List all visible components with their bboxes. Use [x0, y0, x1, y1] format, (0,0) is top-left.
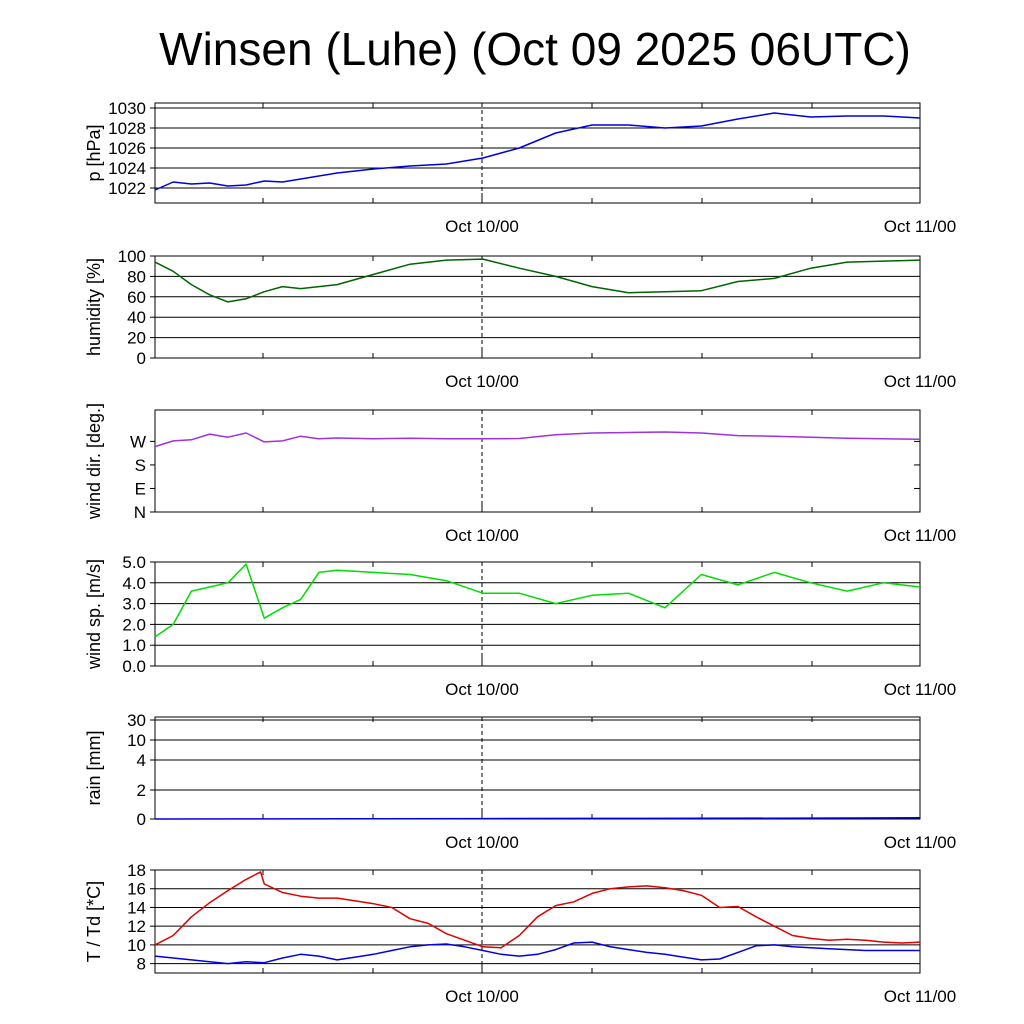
panel-frame: [154, 561, 921, 667]
y-tick-label: 1026: [108, 139, 146, 158]
series-line: [154, 563, 921, 638]
y-tick-label: 18: [127, 861, 146, 880]
x-tick-label: Oct 10/00: [445, 680, 519, 699]
x-tick-label: Oct 10/00: [445, 217, 519, 236]
chart-title: Winsen (Luhe) (Oct 09 2025 06UTC): [159, 23, 911, 75]
panel-frame: [154, 102, 921, 204]
y-tick-label: 2.0: [122, 615, 146, 634]
y-tick-label: 30: [127, 711, 146, 730]
panel-frame: [154, 716, 921, 820]
y-tick-label: 5.0: [122, 553, 146, 572]
y-tick-label: 4: [137, 751, 146, 770]
y-tick-label: 8: [137, 955, 146, 974]
y-tick-label: 20: [127, 329, 146, 348]
y-tick-label: 16: [127, 880, 146, 899]
x-tick-label: Oct 11/00: [884, 833, 956, 852]
y-tick-label: 0: [137, 349, 146, 368]
y-tick-label: 2: [137, 781, 146, 800]
series-line: [154, 258, 921, 303]
series-line: [154, 431, 921, 448]
y-tick-label: 12: [127, 917, 146, 936]
y-tick-label: S: [135, 456, 146, 475]
panel-frame: [154, 255, 921, 359]
series-line: [154, 871, 921, 949]
series-line: [154, 941, 920, 965]
y-tick-label: 1022: [108, 179, 146, 198]
y-tick-label: 40: [127, 308, 146, 327]
y-axis-label: T / Td [*C]: [84, 881, 104, 962]
y-tick-label: 0: [137, 810, 146, 829]
y-tick-label: 10: [127, 731, 146, 750]
x-tick-label: Oct 10/00: [445, 987, 519, 1006]
y-tick-label: W: [130, 432, 146, 451]
y-tick-label: 1.0: [122, 636, 146, 655]
y-tick-label: 4.0: [122, 574, 146, 593]
y-tick-label: N: [134, 503, 146, 522]
y-axis-label: wind sp. [m/s]: [84, 559, 104, 670]
y-axis-label: rain [mm]: [84, 730, 104, 805]
x-tick-label: Oct 10/00: [445, 833, 519, 852]
series-line: [154, 112, 921, 191]
x-tick-label: Oct 11/00: [884, 526, 956, 545]
y-axis-label: wind dir. [deg.]: [84, 403, 104, 520]
y-tick-label: E: [135, 479, 146, 498]
y-axis-label: humidity [%]: [84, 258, 104, 356]
x-tick-label: Oct 11/00: [884, 680, 956, 699]
y-tick-label: 60: [127, 288, 146, 307]
y-tick-label: 0.0: [122, 657, 146, 676]
x-tick-label: Oct 11/00: [884, 372, 956, 391]
series-line: [154, 817, 921, 820]
y-axis-label: p [hPa]: [84, 124, 104, 181]
y-tick-label: 14: [127, 898, 146, 917]
x-tick-label: Oct 10/00: [445, 372, 519, 391]
y-tick-label: 1028: [108, 119, 146, 138]
y-tick-label: 80: [127, 267, 146, 286]
y-tick-label: 1024: [108, 159, 146, 178]
y-tick-label: 10: [127, 936, 146, 955]
y-tick-label: 100: [118, 247, 146, 266]
x-tick-label: Oct 11/00: [884, 217, 956, 236]
y-tick-label: 1030: [108, 99, 146, 118]
y-tick-label: 3.0: [122, 595, 146, 614]
panel-frame: [154, 869, 921, 974]
x-tick-label: Oct 11/00: [884, 987, 956, 1006]
panel-frame: [154, 409, 921, 513]
x-tick-label: Oct 10/00: [445, 526, 519, 545]
